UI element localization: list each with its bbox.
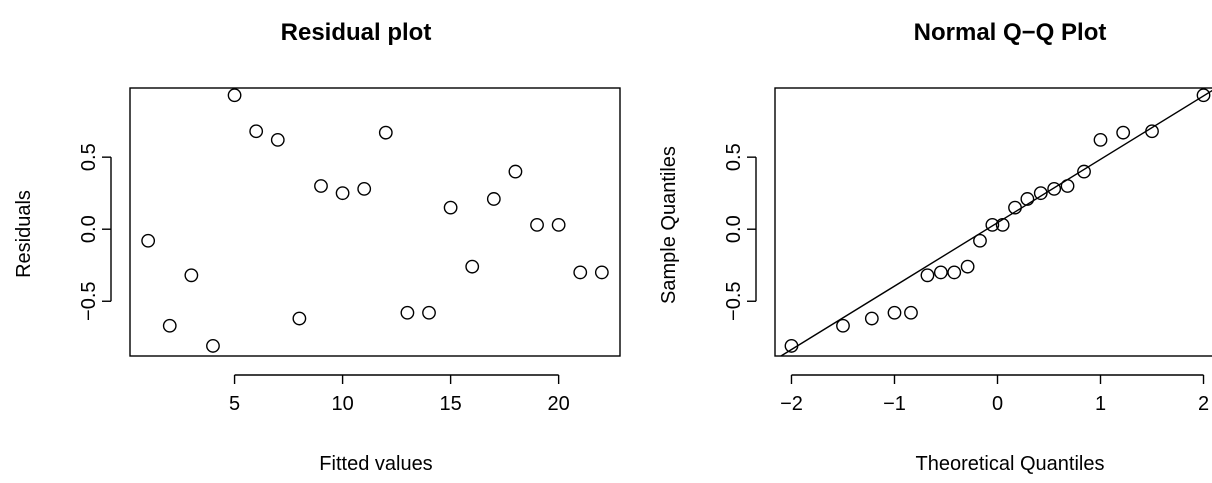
- residual-data-point: [508, 164, 523, 179]
- qq-plot-frame: [774, 87, 1212, 357]
- qq-data-point: [1047, 181, 1062, 196]
- qq-data-point: [904, 305, 918, 320]
- residual-plot-xlabel: Fitted values: [319, 453, 432, 475]
- residual-y-tick-label: 0.5: [78, 143, 100, 171]
- qq-data-point: [1060, 179, 1075, 193]
- residual-data-point: [400, 305, 415, 320]
- qq-y-tick-label: 0.5: [723, 143, 745, 171]
- residual-data-point: [443, 200, 458, 215]
- qq-data-point: [1093, 132, 1108, 147]
- qq-y-tick-label: −0.5: [723, 282, 745, 321]
- qq-plot-points: [784, 88, 1211, 353]
- residual-data-point: [292, 311, 307, 326]
- residual-data-point: [422, 305, 436, 320]
- qq-x-tick-label: 2: [1198, 393, 1209, 415]
- qq-x-tick-label: 1: [1095, 393, 1106, 415]
- qq-plot-ylabel: Sample Quantiles: [658, 146, 680, 304]
- residual-data-point: [227, 88, 242, 103]
- residual-data-point: [465, 259, 480, 274]
- qq-plot-title: Normal Q−Q Plot: [914, 19, 1107, 46]
- residual-data-point: [249, 124, 264, 139]
- qq-data-point: [995, 217, 1010, 232]
- qq-data-point: [836, 318, 850, 333]
- residual-data-point: [162, 318, 177, 333]
- residual-plot-panel: Residual plot Fitted values Residuals 5 1…: [13, 19, 621, 475]
- qq-data-point: [864, 311, 879, 326]
- qq-x-tick-label: 0: [992, 393, 1003, 415]
- qq-plot-y-axis: −0.5 0.0 0.5: [723, 143, 757, 321]
- residual-plot-title: Residual plot: [281, 19, 432, 46]
- residual-data-point: [335, 186, 350, 201]
- residual-data-point: [378, 125, 393, 140]
- residual-data-point: [184, 268, 199, 283]
- qq-x-tick-label: −2: [780, 393, 803, 415]
- qq-data-point: [947, 265, 962, 280]
- residual-data-point: [486, 192, 501, 206]
- qq-plot-x-axis: −2 −1 0 1 2: [780, 374, 1209, 415]
- residual-data-point: [270, 132, 285, 147]
- residual-x-tick-label: 10: [331, 393, 353, 415]
- residual-x-tick-label: 20: [548, 393, 570, 415]
- qq-data-point: [1008, 200, 1022, 215]
- qq-data-point: [960, 259, 975, 274]
- residual-data-point: [530, 217, 544, 232]
- qq-plot-panel: Normal Q−Q Plot Theoretical Quantiles Sa…: [658, 19, 1212, 475]
- qq-data-point: [973, 233, 987, 248]
- residual-data-point: [314, 179, 328, 193]
- qq-x-tick-label: −1: [883, 393, 906, 415]
- residual-data-point: [573, 265, 588, 280]
- residual-data-point: [594, 265, 609, 280]
- qq-plot-xlabel: Theoretical Quantiles: [916, 453, 1105, 475]
- qq-data-point: [1196, 88, 1211, 103]
- qq-data-point: [1116, 125, 1131, 140]
- qq-data-point: [1020, 192, 1035, 206]
- residual-y-tick-label: −0.5: [78, 282, 100, 321]
- qq-data-point: [933, 265, 948, 280]
- qq-data-point: [1033, 186, 1048, 201]
- qq-data-point: [887, 305, 902, 320]
- qq-reference-line: [780, 89, 1212, 357]
- qq-data-point: [784, 339, 799, 353]
- residual-plot-y-axis: −0.5 0.0 0.5: [78, 143, 112, 321]
- residual-data-point: [206, 339, 220, 353]
- residual-data-point: [141, 233, 156, 248]
- residual-y-tick-label: 0.0: [78, 215, 100, 243]
- residual-plot-points: [141, 88, 609, 353]
- residual-data-point: [357, 181, 372, 196]
- qq-data-point: [920, 268, 935, 283]
- residual-data-point: [551, 217, 566, 232]
- qq-data-point: [985, 217, 1000, 232]
- residual-plot-ylabel: Residuals: [13, 190, 35, 278]
- residual-plot-x-axis: 5 10 15 20: [229, 374, 570, 415]
- qq-data-point: [1145, 124, 1159, 139]
- residual-plot-frame: [129, 87, 621, 357]
- qq-y-tick-label: 0.0: [723, 215, 745, 243]
- qq-data-point: [1077, 164, 1091, 179]
- residual-x-tick-label: 5: [229, 393, 240, 415]
- residual-x-tick-label: 15: [439, 393, 461, 415]
